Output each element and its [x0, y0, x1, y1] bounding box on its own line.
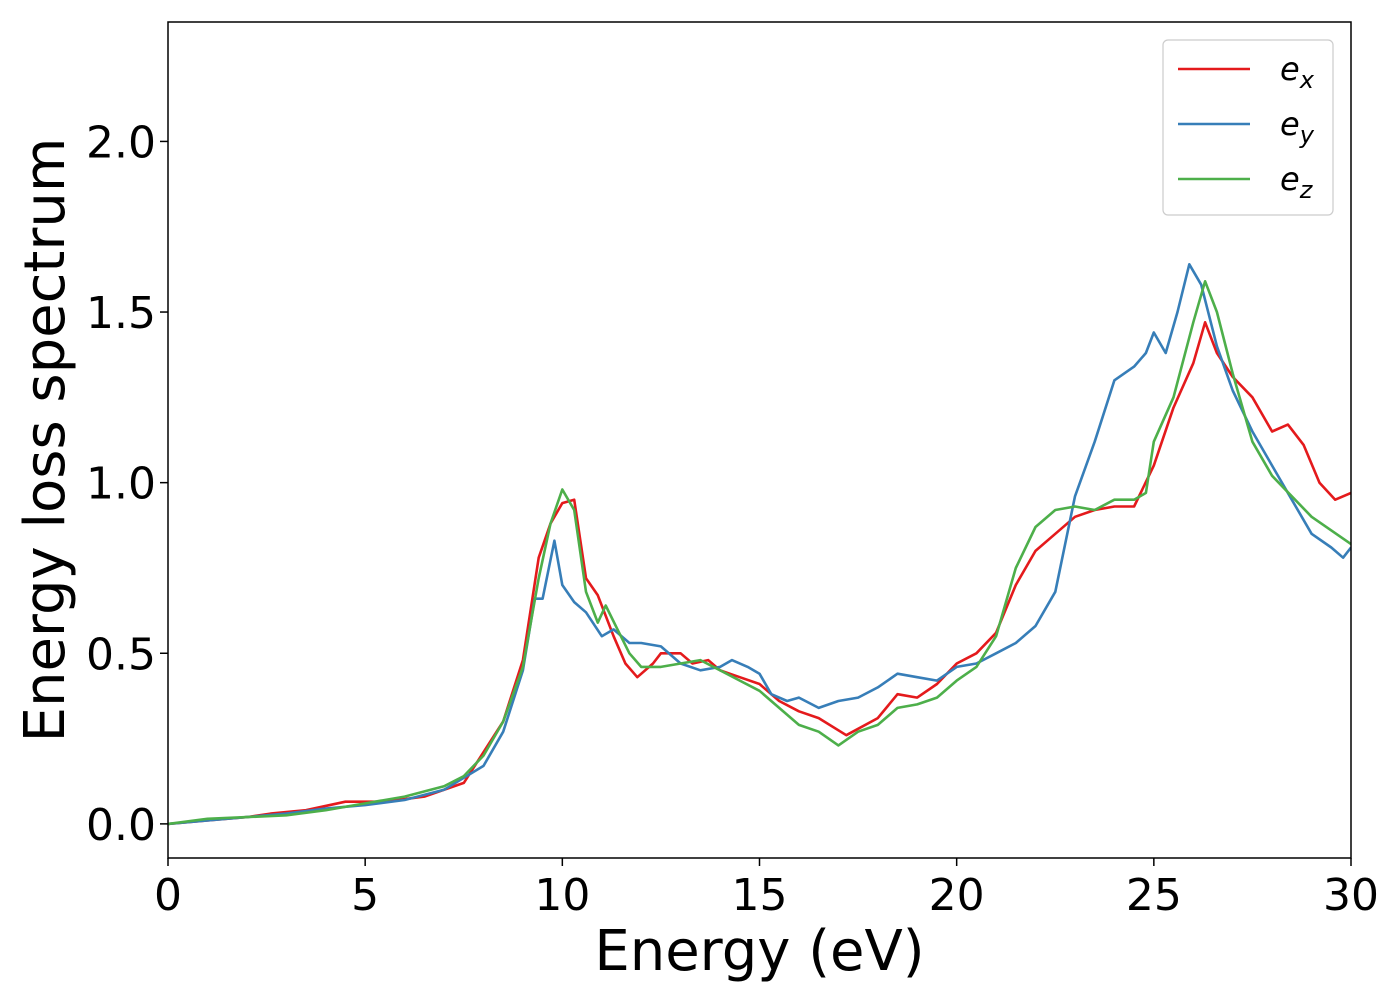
series-line-e-z	[168, 280, 1351, 826]
y-tick-label: 2.0	[86, 117, 156, 168]
x-tick-label: 5	[351, 870, 379, 921]
legend-box	[1162, 39, 1334, 216]
x-tick-label: 15	[732, 870, 788, 921]
y-tick-label: 0.0	[86, 800, 156, 851]
legend-entry-label: ex	[1280, 50, 1315, 94]
x-axis-ticks: 0 5 10 15 20 25 30	[154, 858, 1379, 921]
legend-entry-label: ey	[1280, 105, 1315, 149]
x-axis-label: Energy (eV)	[594, 919, 924, 984]
legend: ex ey ez	[1162, 39, 1334, 216]
y-tick-label: 1.0	[86, 459, 156, 510]
y-tick-label: 1.5	[86, 288, 156, 339]
y-axis-ticks: 0.0 0.5 1.0 1.5 2.0	[86, 117, 168, 851]
x-tick-label: 20	[929, 870, 985, 921]
x-tick-label: 10	[534, 870, 590, 921]
y-axis-label: Energy loss spectrum	[13, 138, 78, 743]
series-line-e-y	[168, 263, 1351, 826]
x-tick-label: 0	[154, 870, 182, 921]
series-line-e-x	[168, 321, 1351, 826]
legend-entry-label: ez	[1280, 160, 1314, 204]
series-layer	[168, 263, 1351, 826]
y-tick-label: 0.5	[86, 629, 156, 680]
x-tick-label: 30	[1323, 870, 1379, 921]
x-tick-label: 25	[1126, 870, 1182, 921]
